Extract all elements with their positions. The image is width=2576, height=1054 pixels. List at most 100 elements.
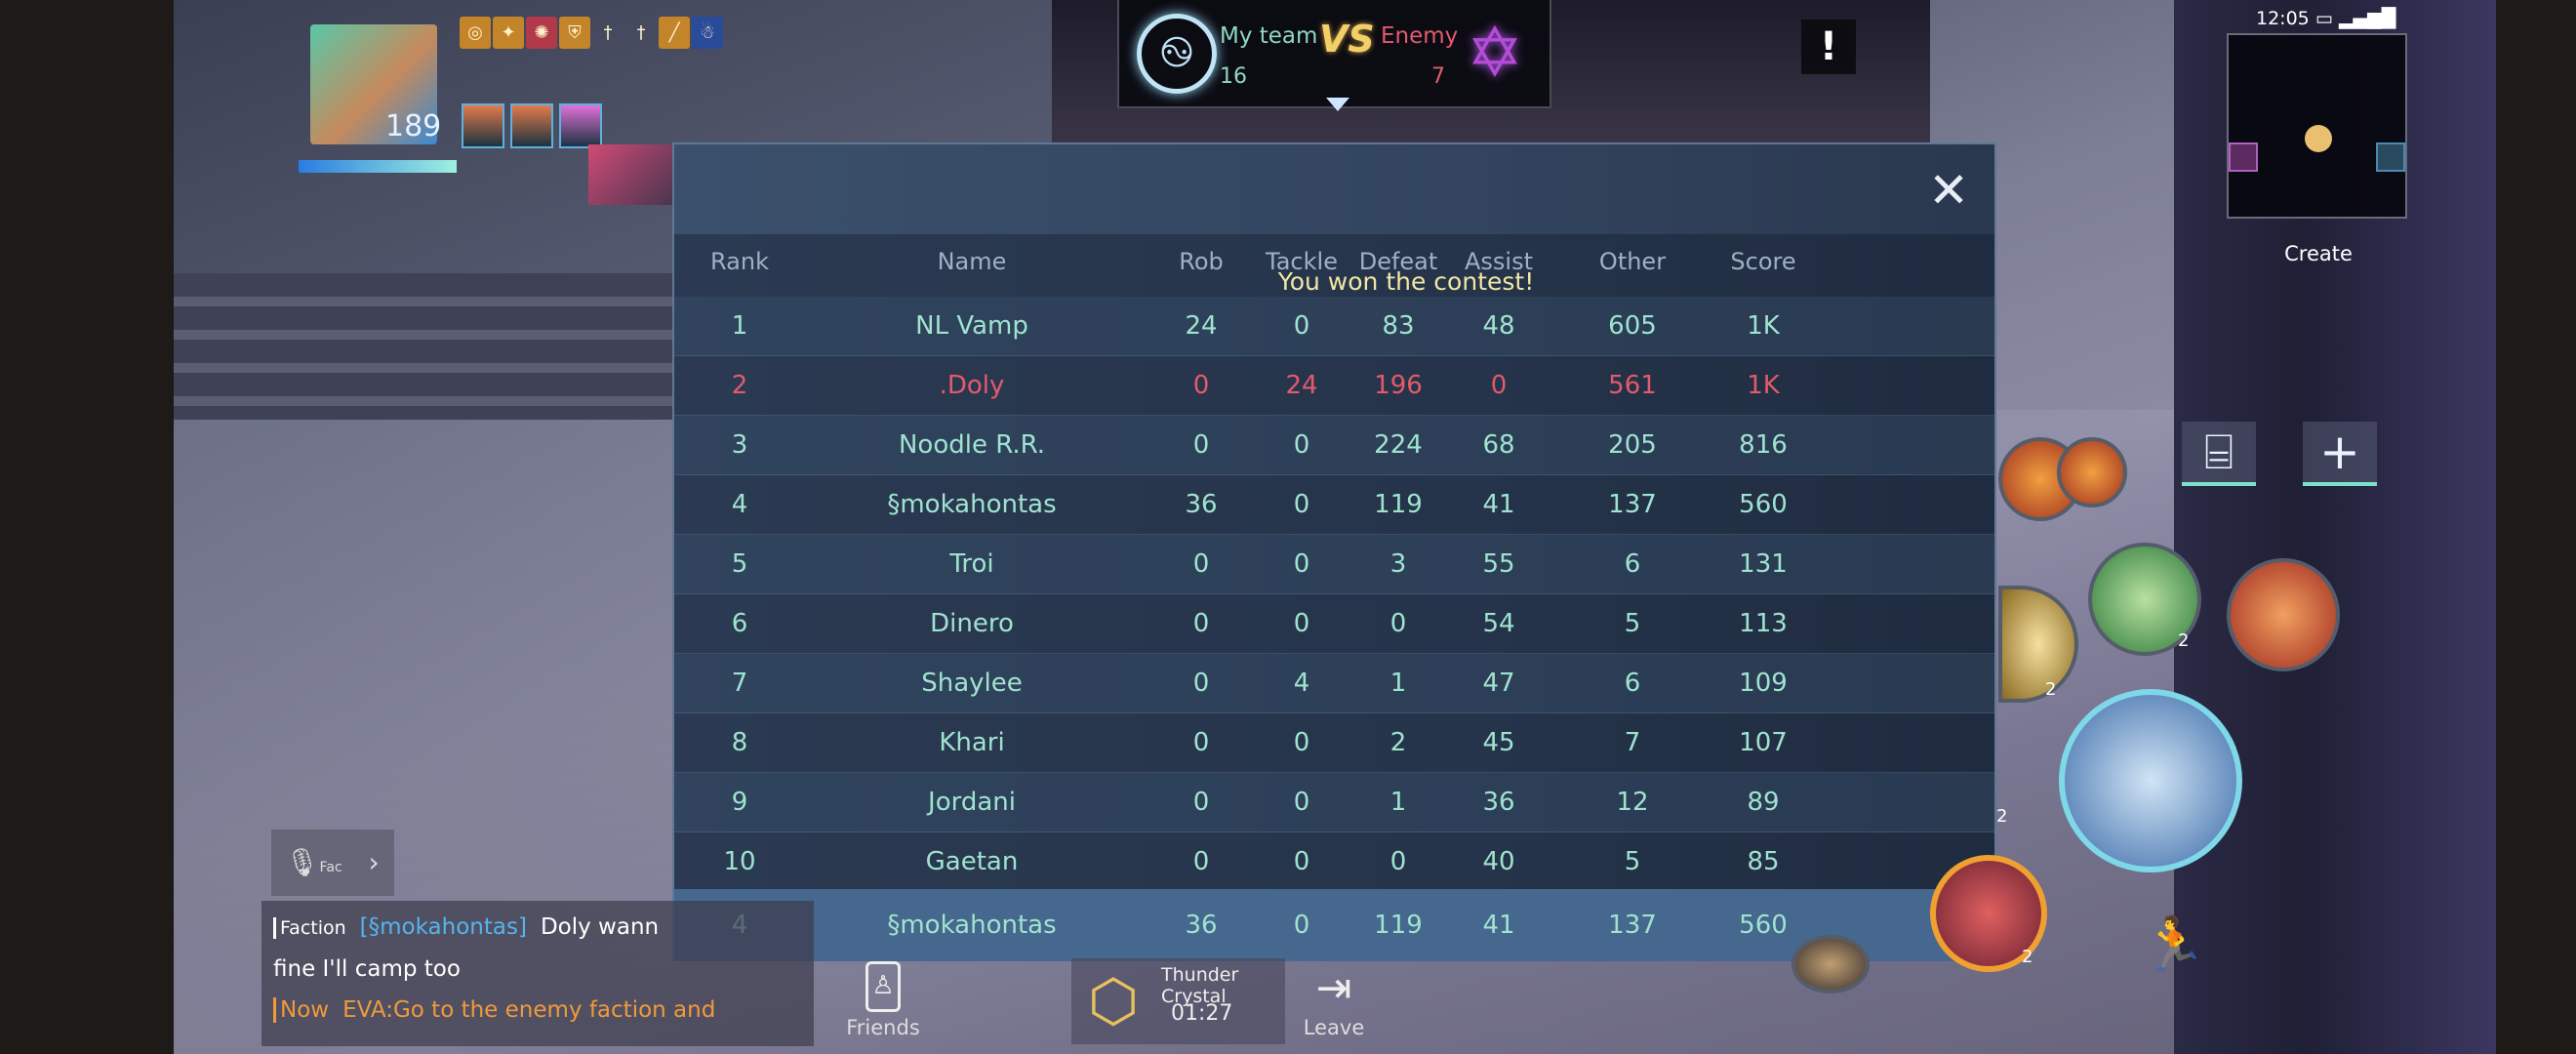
teammate-avatar[interactable] xyxy=(462,103,504,148)
table-row[interactable]: 9 Jordani 0 0 1 36 12 89 xyxy=(674,773,1994,832)
cell-name: .Doly xyxy=(939,371,1005,400)
book-ultimate-skill-button[interactable] xyxy=(2059,689,2242,872)
cell-assist: 41 xyxy=(1482,490,1515,519)
cell-tackle: 24 xyxy=(1285,371,1318,400)
cell-defeat: 119 xyxy=(1374,911,1423,940)
target-avatar[interactable] xyxy=(588,144,672,205)
chat-box[interactable]: Faction [§mokahontas] Doly wann fine I'll … xyxy=(262,901,814,1046)
col-score[interactable]: Score xyxy=(1730,248,1796,275)
table-row[interactable]: 1 NL Vamp 24 0 83 48 605 1K xyxy=(674,297,1994,356)
vs-label: VS xyxy=(1319,18,1375,61)
crystal-marker xyxy=(2305,125,2332,152)
system-tag: Now xyxy=(273,997,330,1023)
cell-rob: 0 xyxy=(1192,609,1210,638)
teammate-avatar[interactable] xyxy=(510,103,553,148)
flame-skill-button[interactable] xyxy=(2227,558,2340,671)
fire-orb-skill-button[interactable] xyxy=(2057,437,2127,507)
buff-icon[interactable]: ✺ xyxy=(526,17,557,49)
surf-skill-button[interactable] xyxy=(2088,543,2201,656)
spirit-buff-icon[interactable]: ☃ xyxy=(692,17,723,49)
col-tackle[interactable]: Tackle xyxy=(1266,248,1338,275)
table-row[interactable]: 5 Troi 0 0 3 55 6 131 xyxy=(674,535,1994,594)
friends-button[interactable]: ♙ Friends xyxy=(844,961,922,1039)
my-score-row[interactable]: 4 §mokahontas 36 0 119 41 137 560 xyxy=(674,889,1994,961)
cell-tackle: 0 xyxy=(1293,311,1310,341)
cell-defeat: 2 xyxy=(1389,728,1407,757)
cell-defeat: 1 xyxy=(1389,788,1407,817)
clock: 12:05 xyxy=(2256,8,2310,29)
cell-tackle: 0 xyxy=(1293,490,1310,519)
microphone-icon: 🎙 xyxy=(285,846,320,878)
cell-defeat: 0 xyxy=(1389,609,1407,638)
col-rank[interactable]: Rank xyxy=(710,248,769,275)
table-row[interactable]: 10 Gaetan 0 0 0 40 5 85 xyxy=(674,832,1994,892)
chat-message: Doly wann xyxy=(540,914,660,940)
col-other[interactable]: Other xyxy=(1598,248,1667,275)
cell-rob: 0 xyxy=(1192,371,1210,400)
buff-icon[interactable]: ✦ xyxy=(493,17,524,49)
voice-chat-button[interactable]: 🎙Fac › xyxy=(271,830,394,896)
shield-buff-icon[interactable]: ⛨ xyxy=(559,17,590,49)
skill-button[interactable] xyxy=(1791,935,1870,993)
cell-assist: 36 xyxy=(1482,788,1515,817)
score-table-body: 1 NL Vamp 24 0 83 48 605 1K 2 .Doly 0 24 196 0 561 1K 3 N… xyxy=(674,297,1994,892)
cell-defeat: 0 xyxy=(1389,847,1407,876)
enemy-label: Enemy xyxy=(1381,23,1459,49)
status-bar: 12:05 ▭ ▂▄▆█ xyxy=(2256,8,2395,29)
cell-defeat: 83 xyxy=(1382,311,1415,341)
player-energy-bar xyxy=(299,160,457,173)
cell-other: 7 xyxy=(1624,728,1641,757)
cell-rob: 0 xyxy=(1192,728,1210,757)
table-row[interactable]: 4 §mokahontas 36 0 119 41 137 560 xyxy=(674,475,1994,535)
alert-button[interactable]: ! xyxy=(1801,20,1856,74)
chat-message: fine I'll camp too xyxy=(273,956,461,982)
cell-other: 5 xyxy=(1624,847,1641,876)
col-name[interactable]: Name xyxy=(937,248,1007,275)
table-row[interactable]: 6 Dinero 0 0 0 54 5 113 xyxy=(674,594,1994,654)
cell-rank: 3 xyxy=(731,430,748,460)
cell-name: NL Vamp xyxy=(915,311,1028,341)
table-row[interactable]: 7 Shaylee 0 4 1 47 6 109 xyxy=(674,654,1994,713)
create-button[interactable]: Create xyxy=(2284,242,2353,265)
teammate-avatar[interactable] xyxy=(559,103,602,148)
enemy-emblem-icon: ✡ xyxy=(1466,13,1524,93)
close-icon[interactable]: ✕ xyxy=(1928,162,1969,219)
player-avatar[interactable] xyxy=(310,24,437,144)
event-widget[interactable]: ⬡ Thunder Crystal 01:27 xyxy=(1071,958,1285,1044)
toolbox-button[interactable]: ⌸ xyxy=(2182,422,2256,486)
ally-base-marker xyxy=(2376,142,2405,172)
dash-icon[interactable]: 🏃 xyxy=(2141,913,2207,975)
cell-other: 605 xyxy=(1608,311,1657,341)
skill-charge-count: 2 xyxy=(1996,806,2008,827)
expand-chevron-icon[interactable] xyxy=(1326,98,1349,111)
leave-button[interactable]: ⇥ Leave xyxy=(1298,961,1370,1039)
col-rob[interactable]: Rob xyxy=(1179,248,1224,275)
table-row[interactable]: 8 Khari 0 0 2 45 7 107 xyxy=(674,713,1994,773)
cell-name: Dinero xyxy=(930,609,1014,638)
add-button[interactable]: + xyxy=(2303,422,2377,486)
blade-buff-icon[interactable]: ╱ xyxy=(659,17,690,49)
table-row[interactable]: 2 .Doly 0 24 196 0 561 1K xyxy=(674,356,1994,416)
cell-rob: 0 xyxy=(1192,788,1210,817)
table-row[interactable]: 3 Noodle R.R. 0 0 224 68 205 816 xyxy=(674,416,1994,475)
chat-sender[interactable]: [§mokahontas] xyxy=(359,914,527,940)
team-score-box[interactable]: ࿊ My team 16 VS Enemy 7 ✡ xyxy=(1117,0,1551,111)
cell-score: 560 xyxy=(1739,911,1788,940)
cell-assist: 54 xyxy=(1482,609,1515,638)
sword-buff-icon[interactable]: † xyxy=(636,22,646,43)
dragon-skill-button[interactable] xyxy=(1930,855,2047,972)
col-defeat[interactable]: Defeat xyxy=(1358,248,1438,275)
my-team-score: 16 xyxy=(1220,64,1247,89)
friends-icon: ♙ xyxy=(865,961,901,1012)
cell-rob: 0 xyxy=(1192,847,1210,876)
cell-assist: 41 xyxy=(1482,911,1515,940)
victory-banner: You won the contest! xyxy=(1277,267,1535,296)
buff-icon[interactable]: ◎ xyxy=(460,17,491,49)
col-assist[interactable]: Assist xyxy=(1464,248,1534,275)
cell-tackle: 0 xyxy=(1293,788,1310,817)
cell-name: §mokahontas xyxy=(887,490,1057,519)
cell-score: 131 xyxy=(1739,549,1788,579)
sword-buff-icon[interactable]: † xyxy=(603,22,613,43)
minimap[interactable] xyxy=(2227,33,2407,219)
chevron-right-icon[interactable]: › xyxy=(368,846,380,878)
